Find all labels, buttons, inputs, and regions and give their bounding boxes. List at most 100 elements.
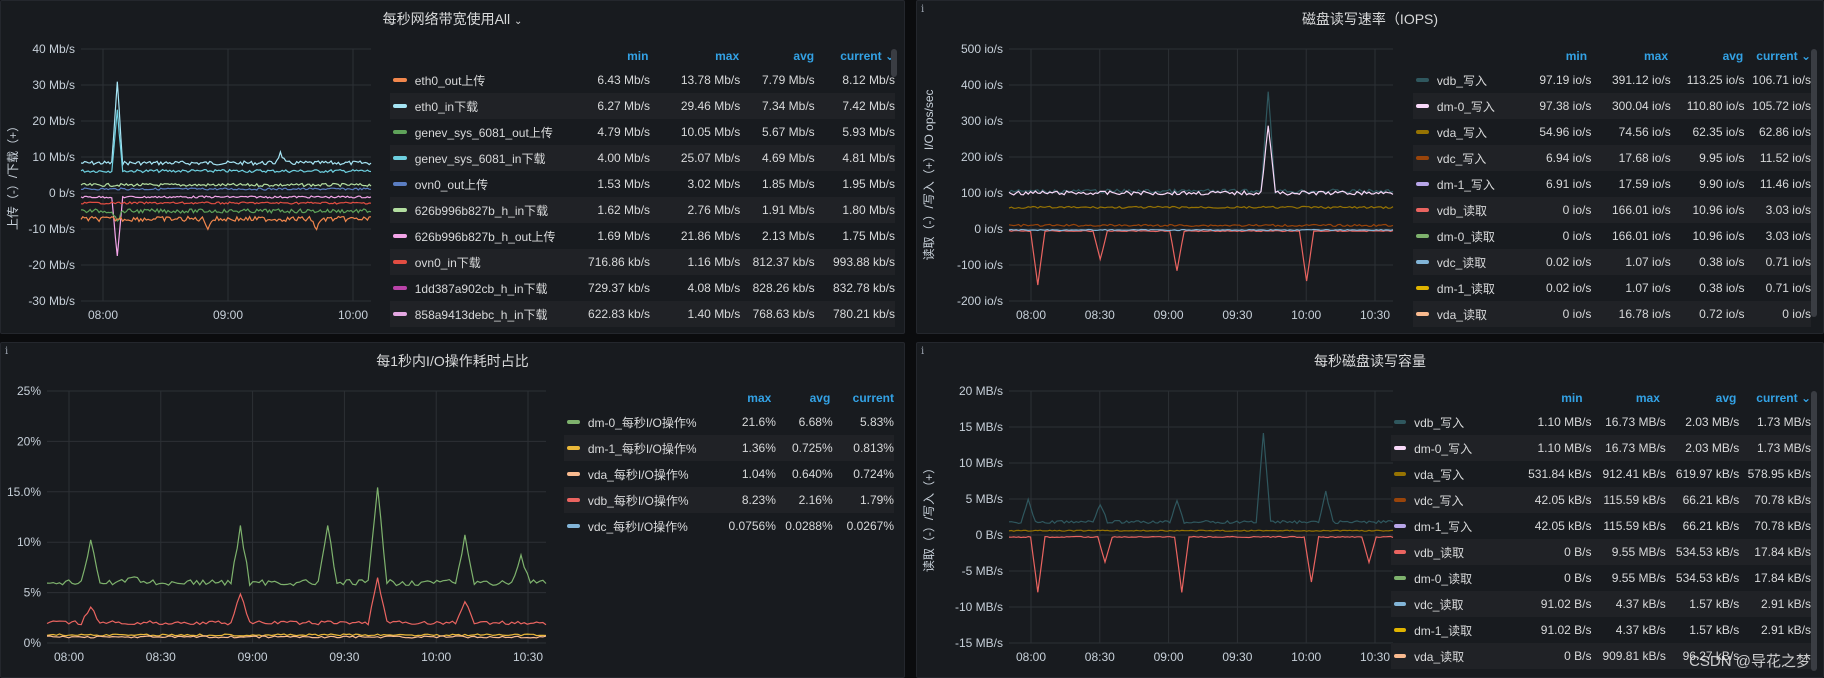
panel-title[interactable]: 每1秒内I/O操作耗时占比 — [376, 353, 529, 369]
legend-row[interactable]: vda_写入 54.96 io/s 74.56 io/s 62.35 io/s 62.8… — [1413, 119, 1811, 145]
legend-col-avg[interactable]: avg — [1715, 391, 1737, 405]
legend-col-avg[interactable]: avg — [793, 49, 815, 63]
legend-row[interactable]: vda_读取 0 io/s 16.78 io/s 0.72 io/s 0 io/s — [1413, 301, 1811, 327]
series-min-value: 6.94 io/s — [1545, 151, 1592, 165]
series-line — [1008, 91, 1394, 195]
series-name: vdb_写入 — [1436, 73, 1487, 88]
legend-row[interactable]: vdb_写入 97.19 io/s 391.12 io/s 113.25 io/s 10… — [1413, 67, 1811, 93]
panel-title[interactable]: 每秒网络带宽使用All ⌄ — [382, 11, 523, 27]
legend-row[interactable]: 626b996b827b_h_out上传 1.69 Mb/s 21.86 Mb/s 2… — [390, 223, 895, 249]
legend-col-current[interactable]: current ⌄ — [1756, 49, 1812, 63]
legend-row[interactable]: dm-0_写入 1.10 MB/s 16.73 MB/s 2.03 MB/s 1.73 … — [1391, 435, 1811, 461]
series-color-swatch — [1394, 524, 1407, 528]
series-name: 626b996b827b_h_out上传 — [414, 229, 556, 244]
series-color-swatch — [1394, 420, 1407, 424]
series-min-value: 1.53 Mb/s — [597, 177, 651, 191]
series-name: vdb_每秒I/O操作% — [587, 493, 689, 508]
legend-row[interactable]: 626b996b827b_h_in下载 1.62 Mb/s 2.76 Mb/s 1.9… — [390, 197, 895, 223]
legend-row[interactable]: dm-0_读取 0 io/s 166.01 io/s 10.96 io/s 3.03 i… — [1413, 223, 1811, 249]
series-line — [80, 201, 372, 205]
legend-col-current[interactable]: current — [852, 391, 894, 405]
legend-row[interactable]: eth0_in下载 6.27 Mb/s 29.46 Mb/s 7.34 Mb/s 7.4… — [390, 93, 895, 119]
legend-col-max[interactable]: max — [747, 391, 772, 405]
y-tick-label: 5 MB/s — [966, 492, 1003, 506]
series-line — [46, 577, 547, 626]
legend-row[interactable]: genev_sys_6081_out上传 4.79 Mb/s 10.05 Mb/s 5… — [390, 119, 895, 145]
legend-row[interactable]: dm-0_每秒I/O操作% 21.6% 6.68% 5.83% — [564, 409, 894, 435]
legend-row[interactable]: vdc_写入 6.94 io/s 17.68 io/s 9.95 io/s 11.52 … — [1413, 145, 1811, 171]
legend-row[interactable]: vdb_每秒I/O操作% 8.23% 2.16% 1.79% — [564, 487, 894, 513]
legend-col-avg[interactable]: avg — [809, 391, 831, 405]
series-line — [1008, 205, 1394, 210]
legend-scrollbar[interactable] — [1811, 391, 1817, 671]
panel-disk-iops: i 磁盘读写速率（IOPS) 500 io/s 400 io/s 300 io/s 2… — [916, 0, 1824, 334]
y-tick-label: -30 Mb/s — [28, 294, 75, 308]
legend-row[interactable]: vda_读取 0 B/s 909.81 kB/s 96.27 kB/s — [1391, 643, 1811, 669]
legend-col-min[interactable]: min — [1565, 49, 1588, 63]
panel-title[interactable]: 每秒磁盘读写容量 — [1314, 353, 1426, 369]
y-tick-label: -20 Mb/s — [28, 258, 75, 272]
chevron-down-icon[interactable]: ⌄ — [514, 16, 523, 27]
series-avg-value: 66.21 kB/s — [1682, 519, 1740, 533]
legend-row[interactable]: 1dd387a902cb_h_in下载 729.37 kb/s 4.08 Mb/s 8… — [390, 275, 895, 301]
legend-row[interactable]: eth0_out上传 6.43 Mb/s 13.78 Mb/s 7.79 Mb/s 8.… — [390, 67, 895, 93]
series-min-value: 0.02 io/s — [1545, 255, 1592, 269]
legend-row[interactable]: vdc_读取 0.02 io/s 1.07 io/s 0.38 io/s 0.71 io… — [1413, 249, 1811, 275]
series-line — [80, 109, 372, 174]
legend-row[interactable]: vdb_读取 0 B/s 9.55 MB/s 534.53 kB/s 17.84 kB/… — [1391, 539, 1811, 565]
legend-row[interactable]: ovn0_out上传 1.53 Mb/s 3.02 Mb/s 1.85 Mb/s 1.9… — [390, 171, 895, 197]
series-avg-value: 619.97 kB/s — [1675, 467, 1740, 481]
legend-col-avg[interactable]: avg — [1722, 49, 1744, 63]
legend-row[interactable]: vdb_读取 0 io/s 166.01 io/s 10.96 io/s 3.03 io… — [1413, 197, 1811, 223]
legend-row[interactable]: vda_写入 531.84 kB/s 912.41 kB/s 619.97 kB/s 5… — [1391, 461, 1811, 487]
series-max-value: 10.05 Mb/s — [680, 125, 741, 139]
legend-row[interactable]: 858a9413debc_h_in下载 622.83 kb/s 1.40 Mb/s 7… — [390, 301, 895, 327]
legend-row[interactable]: dm-1_读取 91.02 B/s 4.37 kB/s 1.57 kB/s 2.91 k… — [1391, 617, 1811, 643]
series-name: vdc_写入 — [1436, 151, 1487, 166]
series-avg-value: 534.53 kB/s — [1675, 545, 1740, 559]
legend-row[interactable]: vdb_写入 1.10 MB/s 16.73 MB/s 2.03 MB/s 1.73 M… — [1391, 409, 1811, 435]
legend-col-min[interactable]: min — [1561, 391, 1583, 405]
series-min-value: 622.83 kb/s — [588, 307, 651, 321]
panel-title[interactable]: 磁盘读写速率（IOPS) — [1301, 11, 1439, 27]
series-max-value: 25.07 Mb/s — [680, 151, 741, 165]
legend-row[interactable]: dm-0_读取 0 B/s 9.55 MB/s 534.53 kB/s 17.84 kB… — [1391, 565, 1811, 591]
series-min-value: 6.91 io/s — [1545, 177, 1592, 191]
series-avg-value: 1.57 kB/s — [1689, 623, 1740, 637]
series-current-value: 62.86 io/s — [1758, 125, 1811, 139]
series-max-value: 4.37 kB/s — [1615, 597, 1666, 611]
legend-scrollbar[interactable] — [1811, 49, 1817, 317]
series-color-swatch — [1416, 260, 1429, 264]
legend-row[interactable]: dm-1_写入 6.91 io/s 17.59 io/s 9.90 io/s 11.46… — [1413, 171, 1811, 197]
legend-scrollbar[interactable] — [891, 49, 897, 77]
series-max-value: 1.36% — [741, 441, 776, 455]
legend-col-min[interactable]: min — [627, 49, 649, 63]
legend-col-max[interactable]: max — [1643, 49, 1668, 63]
series-min-value: 4.00 Mb/s — [597, 151, 651, 165]
legend-col-current[interactable]: current ⌄ — [840, 49, 895, 63]
legend-row[interactable]: vda_每秒I/O操作% 1.04% 0.640% 0.724% — [564, 461, 894, 487]
legend-row[interactable]: dm-1_每秒I/O操作% 1.36% 0.725% 0.813% — [564, 435, 894, 461]
series-color-swatch — [1416, 104, 1429, 108]
series-min-value: 4.79 Mb/s — [597, 125, 651, 139]
legend-col-max[interactable]: max — [1635, 391, 1660, 405]
legend-row[interactable]: vdc_写入 42.05 kB/s 115.59 kB/s 66.21 kB/s 70.… — [1391, 487, 1811, 513]
series-line — [1008, 228, 1394, 232]
legend-row[interactable]: dm-0_写入 97.38 io/s 300.04 io/s 110.80 io/s 1… — [1413, 93, 1811, 119]
series-color-swatch — [393, 104, 407, 108]
legend-row[interactable]: vdc_每秒I/O操作% 0.0756% 0.0288% 0.0267% — [564, 513, 894, 539]
series-name: genev_sys_6081_in下载 — [414, 151, 546, 166]
y-tick-label: 400 io/s — [961, 78, 1003, 92]
legend-col-max[interactable]: max — [715, 49, 740, 63]
series-color-swatch — [1394, 550, 1407, 554]
legend-row[interactable]: dm-1_读取 0.02 io/s 1.07 io/s 0.38 io/s 0.71 i… — [1413, 275, 1811, 301]
series-avg-value: 1.91 Mb/s — [761, 203, 815, 217]
x-tick-label: 10:00 — [338, 308, 368, 322]
legend-col-current[interactable]: current ⌄ — [1756, 391, 1811, 405]
legend-row[interactable]: ovn0_in下载 716.86 kb/s 1.16 Mb/s 812.37 kb/s… — [390, 249, 895, 275]
legend-row[interactable]: genev_sys_6081_in下载 4.00 Mb/s 25.07 Mb/s 4.… — [390, 145, 895, 171]
series-min-value: 1.10 MB/s — [1537, 415, 1592, 429]
legend-row[interactable]: dm-1_写入 42.05 kB/s 115.59 kB/s 66.21 kB/s 70… — [1391, 513, 1811, 539]
x-tick-label: 08:30 — [146, 650, 176, 664]
legend-row[interactable]: vdc_读取 91.02 B/s 4.37 kB/s 1.57 kB/s 2.91 kB… — [1391, 591, 1811, 617]
